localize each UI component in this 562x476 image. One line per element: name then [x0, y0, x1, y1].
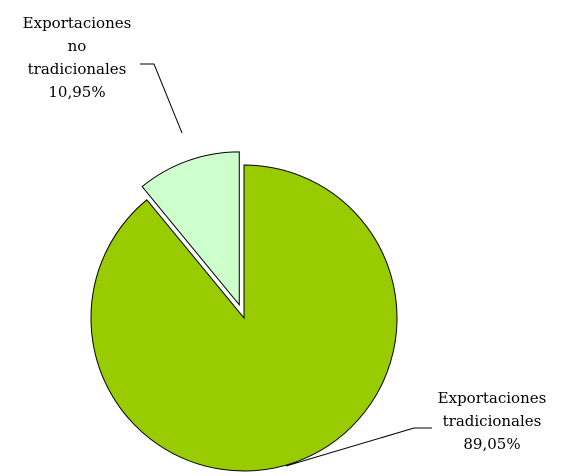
pie-slice-tradicionales — [90, 164, 398, 472]
slice-category-label: no — [68, 37, 87, 55]
slice-category-label: Exportaciones — [23, 14, 132, 32]
slice-category-label: tradicionales — [443, 412, 542, 430]
slice-value-label: 89,05% — [463, 435, 520, 453]
leader-line-tradicionales — [285, 427, 432, 467]
pie-slice-no-tradicionales — [141, 151, 240, 307]
slice-label-no-tradicionales: Exportaciones no tradicionales 10,95% — [23, 14, 132, 101]
slice-category-label: tradicionales — [28, 60, 127, 78]
leader-lines — [140, 63, 432, 467]
pie-slices — [90, 151, 398, 472]
slice-label-tradicionales: Exportaciones tradicionales 89,05% — [438, 389, 547, 453]
slice-value-label: 10,95% — [48, 83, 105, 101]
slice-category-label: Exportaciones — [438, 389, 547, 407]
leader-line-no-tradicionales — [140, 63, 183, 134]
slice-labels: Exportaciones tradicionales 89,05%Exportac… — [23, 14, 547, 453]
